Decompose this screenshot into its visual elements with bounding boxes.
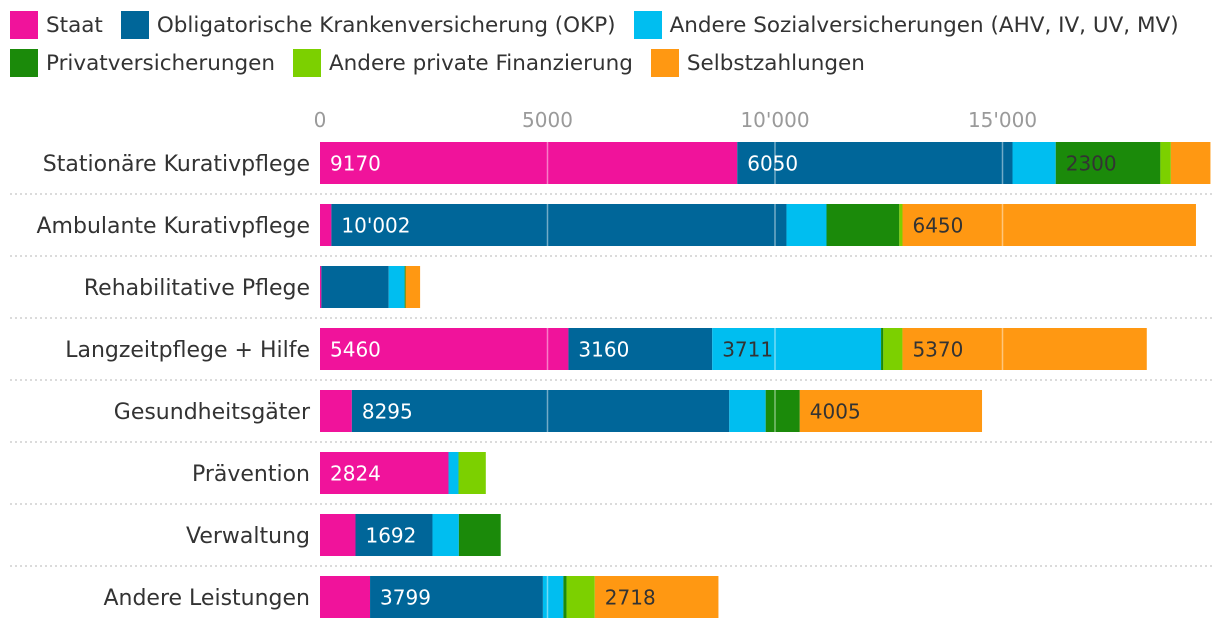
bar-segment (320, 266, 322, 308)
bar-segment (355, 514, 433, 556)
bar-segment (458, 452, 486, 494)
category-label: Prävention (192, 462, 310, 487)
category-label: Stationäre Kurativpflege (43, 152, 310, 177)
bar-segment (799, 390, 983, 432)
category-label: Ambulante Kurativpflege (37, 214, 311, 239)
bar-segment (737, 142, 1013, 184)
bar-value-label: 10'002 (341, 214, 410, 238)
bar-value-label: 8295 (362, 400, 413, 424)
bar-segment (1012, 142, 1056, 184)
bar-segment (729, 390, 766, 432)
legend-label: Andere Sozialversicherungen (AHV, IV, UV… (669, 12, 1179, 38)
bar-segment (902, 328, 1147, 370)
bar-segment (320, 452, 449, 494)
legend-item: Selbstzahlungen (650, 44, 865, 82)
x-tick-label: 15'000 (968, 108, 1037, 132)
bar-segment (458, 514, 501, 556)
bar-segment (432, 514, 459, 556)
legend-item: Andere Sozialversicherungen (AHV, IV, UV… (633, 6, 1179, 44)
bar-segment (786, 204, 827, 246)
bar-segment (712, 328, 882, 370)
x-tick-label: 0 (314, 108, 327, 132)
legend-label: Obligatorische Krankenversicherung (OKP) (156, 12, 616, 38)
bar-segment (566, 576, 595, 618)
bar-value-label: 6050 (747, 152, 798, 176)
x-tick-label: 5000 (522, 108, 573, 132)
bar-value-label: 5460 (330, 338, 381, 362)
bar-segment (320, 204, 332, 246)
legend-swatch (292, 49, 321, 77)
bar-value-label: 6450 (912, 214, 963, 238)
bar-value-label: 9170 (330, 152, 381, 176)
bar-segment (320, 576, 371, 618)
bar-segment (542, 576, 564, 618)
category-label: Langzeitpflege + Hilfe (65, 338, 310, 363)
legend-item: Staat (10, 6, 103, 44)
bar-segment (448, 452, 459, 494)
bar-value-label: 3160 (578, 338, 629, 362)
bar-segment (568, 328, 713, 370)
bar-value-label: 2300 (1066, 152, 1117, 176)
bar-segment (1160, 142, 1171, 184)
legend-item: Privatversicherungen (10, 44, 275, 82)
bar-segment (321, 266, 389, 308)
bar-segment (351, 390, 730, 432)
bar-segment (1055, 142, 1161, 184)
legend-swatch (650, 49, 679, 77)
bar-segment (563, 576, 567, 618)
category-label: Andere Leistungen (103, 586, 310, 611)
x-tick-label: 10'000 (740, 108, 809, 132)
bar-segment (881, 328, 884, 370)
bar-segment (902, 204, 1196, 246)
bar-segment (594, 576, 719, 618)
category-label: Gesundheitsgäter (114, 400, 311, 425)
bar-segment (765, 390, 800, 432)
bar-value-label: 3799 (380, 586, 431, 610)
bar-segment (320, 328, 569, 370)
legend-label: Selbstzahlungen (686, 50, 865, 76)
legend-item: Obligatorische Krankenversicherung (OKP) (120, 6, 616, 44)
legend-label: Privatversicherungen (46, 50, 275, 76)
bar-value-label: 2718 (605, 586, 656, 610)
legend-swatch (633, 11, 662, 39)
bar-value-label: 5370 (912, 338, 963, 362)
legend-swatch (10, 49, 38, 77)
bar-segment (883, 328, 903, 370)
bar-value-label: 4005 (810, 400, 861, 424)
legend-item: Andere private Finanzierung (292, 44, 633, 82)
legend-label: Staat (46, 12, 103, 38)
legend-label: Andere private Finanzierung (328, 50, 633, 76)
bar-segment (899, 204, 903, 246)
bar-value-label: 3711 (722, 338, 773, 362)
bar-segment (320, 390, 352, 432)
bar-segment (331, 204, 787, 246)
legend-swatch (10, 11, 38, 39)
bar-segment (826, 204, 900, 246)
bar-segment (370, 576, 543, 618)
bar-segment (320, 514, 356, 556)
bar-segment (404, 266, 406, 308)
legend-swatch (120, 11, 149, 39)
bar-value-label: 1692 (365, 524, 416, 548)
category-label: Rehabilitative Pflege (84, 276, 310, 301)
bar-segment (405, 266, 421, 308)
category-label: Verwaltung (186, 524, 310, 549)
bar-segment (1170, 142, 1211, 184)
chart-legend: Staat Obligatorische Krankenversicherung … (10, 6, 1210, 82)
bar-value-label: 2824 (330, 462, 381, 486)
bar-segment (320, 142, 738, 184)
bar-segment (388, 266, 405, 308)
